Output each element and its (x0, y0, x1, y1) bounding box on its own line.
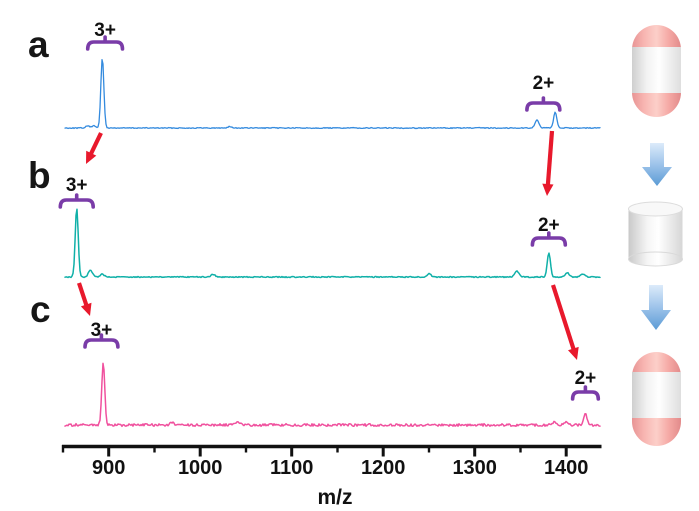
charge-label-b-3plus: 3+ (66, 175, 88, 196)
x-tick-label-1200: 1200 (361, 457, 406, 479)
panel-label-a: a (28, 24, 49, 65)
down-arrow-icon-2 (641, 285, 671, 330)
x-axis-title: m/z (317, 486, 352, 509)
red-arrows-group (77, 130, 579, 360)
charge-state-annotations: 3+ 2+ 3+ 2+ 3+ 2+ (58, 20, 601, 401)
x-axis: 900 1000 1100 1200 1300 1400 m/z (61, 444, 602, 509)
charge-bracket-a-3plus (85, 35, 125, 51)
closed-capsule-icon-top (632, 25, 681, 117)
x-tick-label-900: 900 (92, 457, 125, 479)
red-arrow-b3-to-c3 (77, 282, 92, 316)
x-tick-label-1000: 1000 (178, 457, 223, 479)
closed-capsule-icon-bottom (632, 352, 681, 446)
red-arrow-a2-to-b2 (542, 130, 555, 196)
charge-bracket-b-2plus (530, 231, 568, 247)
red-arrow-b2-to-c2 (551, 284, 579, 360)
x-tick-label-1400: 1400 (544, 457, 589, 479)
charge-label-b-2plus: 2+ (538, 215, 560, 236)
spectrum-c-trace (64, 362, 601, 428)
spectrum-b-trace (64, 208, 601, 279)
spectrum-a-trace (64, 59, 601, 130)
panel-label-b: b (28, 155, 51, 196)
down-arrow-icon-1 (642, 143, 672, 186)
x-axis-ticks: 900 1000 1100 1200 1300 1400 (61, 445, 589, 479)
charge-label-a-2plus: 2+ (533, 73, 555, 94)
charge-bracket-c-2plus (570, 385, 601, 401)
x-tick-label-1300: 1300 (452, 457, 497, 479)
open-cylinder-icon (628, 201, 683, 267)
charge-label-a-3plus: 3+ (94, 20, 116, 41)
x-tick-label-1100: 1100 (270, 457, 313, 479)
charge-bracket-b-3plus (58, 193, 95, 209)
charge-label-c-3plus: 3+ (91, 320, 113, 341)
charge-bracket-a-2plus (525, 96, 562, 112)
charge-bracket-c-3plus (83, 333, 120, 349)
charge-label-c-2plus: 2+ (575, 368, 597, 389)
red-arrow-a3-to-b3 (86, 132, 103, 164)
assembly-diagram (628, 25, 683, 446)
panel-label-c: c (30, 289, 51, 330)
spectra-group (64, 59, 601, 428)
panel-letters: a b c (28, 24, 51, 330)
